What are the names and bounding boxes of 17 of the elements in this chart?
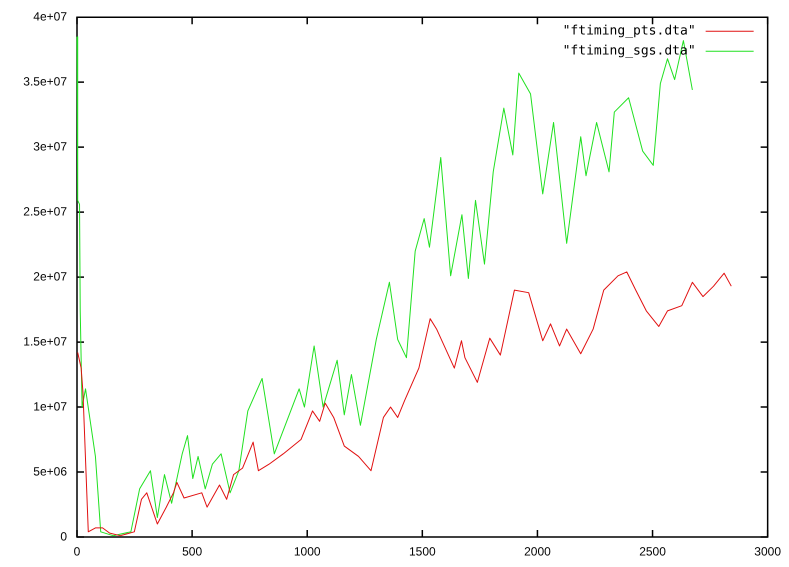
x-tick-label: 1500 [408, 544, 436, 559]
y-tick-label: 1.5e+07 [23, 334, 68, 348]
y-tick-label: 5e+06 [33, 464, 68, 478]
y-tick-label: 2e+07 [33, 269, 68, 284]
y-tick-label: 1e+07 [33, 399, 68, 414]
y-tick-label: 3.5e+07 [23, 74, 68, 88]
legend-label: "ftiming_pts.dta" [562, 24, 696, 39]
y-tick-label: 2.5e+07 [23, 204, 68, 218]
x-tick-label: 500 [182, 544, 202, 559]
y-tick-label: 4e+07 [33, 10, 68, 24]
x-tick-label: 3000 [754, 544, 782, 559]
x-tick-label: 2500 [639, 544, 666, 559]
y-tick-label: 3e+07 [33, 139, 68, 154]
y-tick-label: 0 [60, 529, 68, 544]
x-tick-label: 2000 [524, 544, 552, 559]
x-tick-label: 1000 [294, 544, 321, 559]
x-tick-label: 0 [74, 544, 81, 559]
